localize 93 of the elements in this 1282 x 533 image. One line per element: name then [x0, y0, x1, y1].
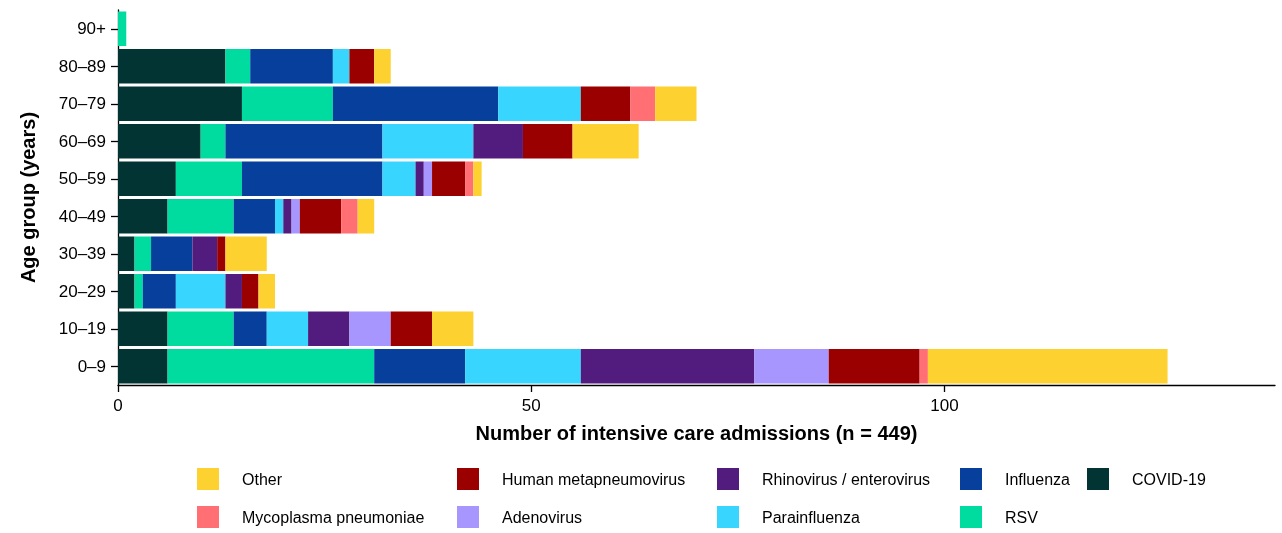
bar [275, 199, 284, 234]
bar [415, 161, 424, 196]
bar [225, 236, 267, 271]
bar [828, 349, 920, 384]
bar [250, 49, 333, 84]
bar [241, 161, 383, 196]
bar [473, 124, 523, 159]
legend-label: Other [242, 470, 283, 488]
legend-label: Rhinovirus / enterovirus [762, 470, 931, 488]
y-tick-label: 30–39 [58, 244, 106, 264]
bar [927, 349, 1168, 384]
bar [498, 86, 581, 121]
bar [374, 49, 391, 84]
x-tick-label: 0 [113, 396, 123, 415]
bar [332, 49, 350, 84]
bar [233, 311, 267, 346]
bar [390, 311, 433, 346]
bar [432, 311, 474, 346]
bar [118, 86, 242, 121]
bar [118, 274, 135, 309]
bar [655, 86, 697, 121]
legend-label: Mycoplasma pneumoniae [242, 508, 425, 526]
bar [134, 274, 143, 309]
bar [283, 199, 292, 234]
bar [118, 311, 168, 346]
legend-label: Adenovirus [502, 508, 583, 526]
y-tick-label: 70–79 [58, 94, 106, 114]
y-tick-label: 90+ [77, 19, 107, 39]
bar [175, 161, 242, 196]
bar [258, 274, 276, 309]
y-tick-label: 20–29 [58, 281, 106, 301]
bar [382, 161, 416, 196]
bar [200, 124, 226, 159]
bar [118, 199, 168, 234]
bar [225, 274, 242, 309]
bar [241, 86, 333, 121]
bar [142, 274, 176, 309]
legend-label: RSV [1005, 508, 1039, 526]
bar [332, 86, 499, 121]
bar [465, 161, 474, 196]
bar [580, 86, 631, 121]
bar [118, 236, 135, 271]
bar [151, 236, 193, 271]
x-tick-label: 50 [521, 396, 541, 415]
bar [225, 49, 251, 84]
legend-label: COVID-19 [1132, 470, 1206, 488]
x-axis-title: Number of intensive care admissions (n = 449) [475, 422, 918, 444]
legend-label: Influenza [1005, 470, 1071, 488]
y-tick-label: 40–49 [58, 206, 106, 226]
y-tick-label: 80–89 [58, 56, 106, 76]
y-tick-label: 0–9 [77, 356, 106, 376]
bar [423, 161, 433, 196]
bar [192, 236, 218, 271]
bar [382, 124, 474, 159]
bar [432, 161, 466, 196]
bar [167, 311, 234, 346]
bar [118, 161, 176, 196]
bar [754, 349, 829, 384]
bar [299, 199, 342, 234]
bar [357, 199, 375, 234]
bar [580, 349, 755, 384]
bar [118, 349, 168, 384]
bar [572, 124, 639, 159]
bar [118, 124, 201, 159]
bar [349, 49, 375, 84]
bar [349, 311, 391, 346]
bar [233, 199, 276, 234]
y-axis-title: Age group (years) [17, 111, 39, 284]
y-tick-label: 50–59 [58, 169, 106, 189]
bar [473, 161, 482, 196]
bar [167, 349, 375, 384]
bar [291, 199, 300, 234]
bar [374, 349, 466, 384]
bar [522, 124, 573, 159]
legend-label: Human metapneumovirus [502, 470, 686, 488]
bar [175, 274, 226, 309]
bar [118, 11, 127, 46]
legend-label: Parainfluenza [762, 508, 860, 526]
bar [919, 349, 928, 384]
bar [217, 236, 226, 271]
bar [134, 236, 152, 271]
bar [630, 86, 656, 121]
bar [118, 49, 226, 84]
y-tick-label: 10–19 [58, 319, 106, 339]
bar [308, 311, 350, 346]
bar [167, 199, 234, 234]
y-tick-label: 60–69 [58, 131, 106, 151]
x-tick-label: 100 [930, 396, 959, 415]
bar [225, 124, 383, 159]
bar [241, 274, 259, 309]
bar [266, 311, 309, 346]
bar [341, 199, 358, 234]
bar [465, 349, 581, 384]
